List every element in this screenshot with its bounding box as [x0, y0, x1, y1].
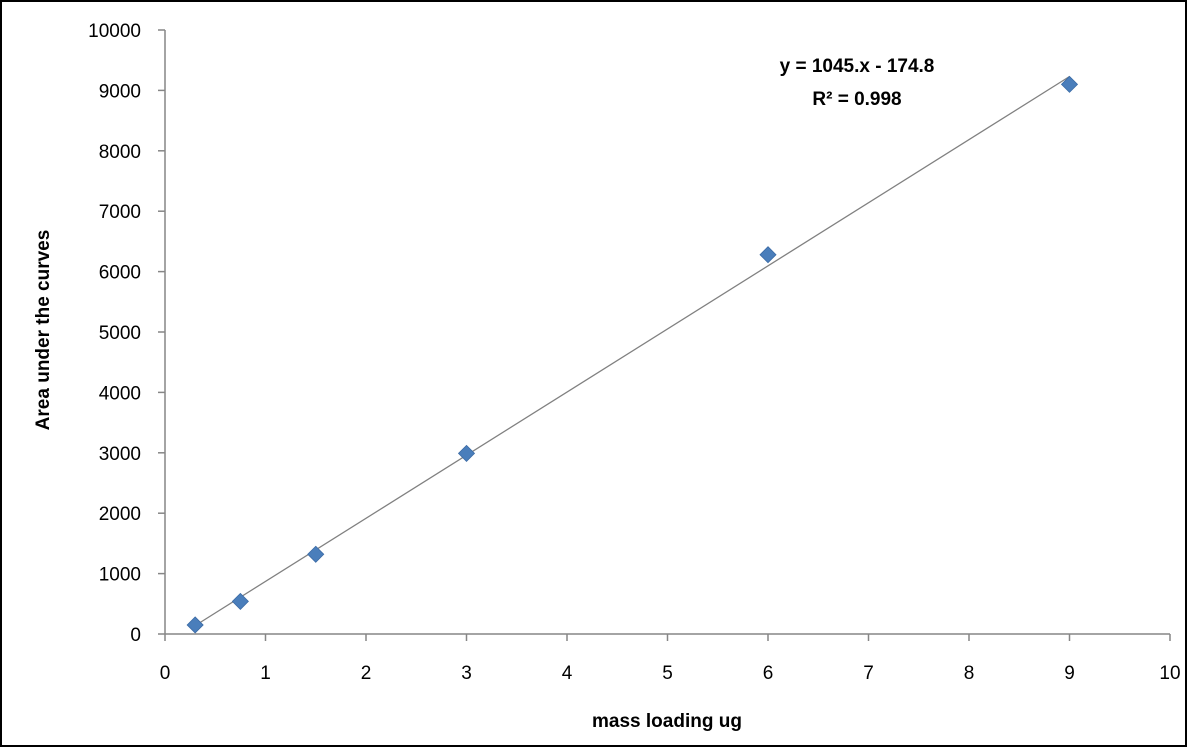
- y-tick-label: 7000: [99, 202, 141, 223]
- x-tick-label: 0: [160, 663, 171, 684]
- x-tick-label: 9: [1064, 663, 1075, 684]
- y-axis-ticks: 0 1000 2000 3000 4000 5000 6000 7000 8000 9000 100…: [88, 21, 165, 646]
- y-tick-label: 10000: [88, 21, 141, 42]
- data-point: [231, 592, 249, 610]
- data-points: [186, 75, 1079, 634]
- x-axis-ticks: 0 1 2 3 4 5 6 7 8 9 10: [160, 634, 1181, 684]
- x-tick-label: 1: [260, 663, 271, 684]
- y-tick-label: 4000: [99, 383, 141, 404]
- x-tick-label: 6: [763, 663, 774, 684]
- x-tick-label: 5: [662, 663, 673, 684]
- linear-trendline: [194, 75, 1070, 627]
- data-point: [307, 545, 325, 563]
- y-tick-label: 1000: [99, 565, 141, 586]
- data-point: [759, 246, 777, 264]
- y-tick-label: 9000: [99, 81, 141, 102]
- x-tick-label: 2: [361, 663, 372, 684]
- data-point: [1060, 75, 1079, 93]
- y-tick-label: 6000: [99, 263, 141, 284]
- y-tick-label: 8000: [99, 142, 141, 163]
- y-tick-label: 5000: [99, 323, 141, 344]
- y-tick-label: 0: [130, 625, 141, 646]
- x-tick-label: 7: [863, 663, 874, 684]
- y-tick-label: 2000: [99, 504, 141, 525]
- data-point: [186, 616, 204, 634]
- x-tick-label: 4: [562, 663, 573, 684]
- x-tick-label: 3: [461, 663, 472, 684]
- data-point: [457, 444, 476, 462]
- x-axis-title: mass loading ug: [592, 711, 742, 732]
- y-axis-title: Area under the curves: [33, 230, 54, 431]
- y-tick-label: 3000: [99, 444, 141, 465]
- x-tick-label: 10: [1159, 663, 1180, 684]
- x-tick-label: 8: [964, 663, 975, 684]
- trendline-equation: y = 1045.x - 174.8: [780, 56, 935, 77]
- r-squared-label: R² = 0.998: [812, 89, 901, 110]
